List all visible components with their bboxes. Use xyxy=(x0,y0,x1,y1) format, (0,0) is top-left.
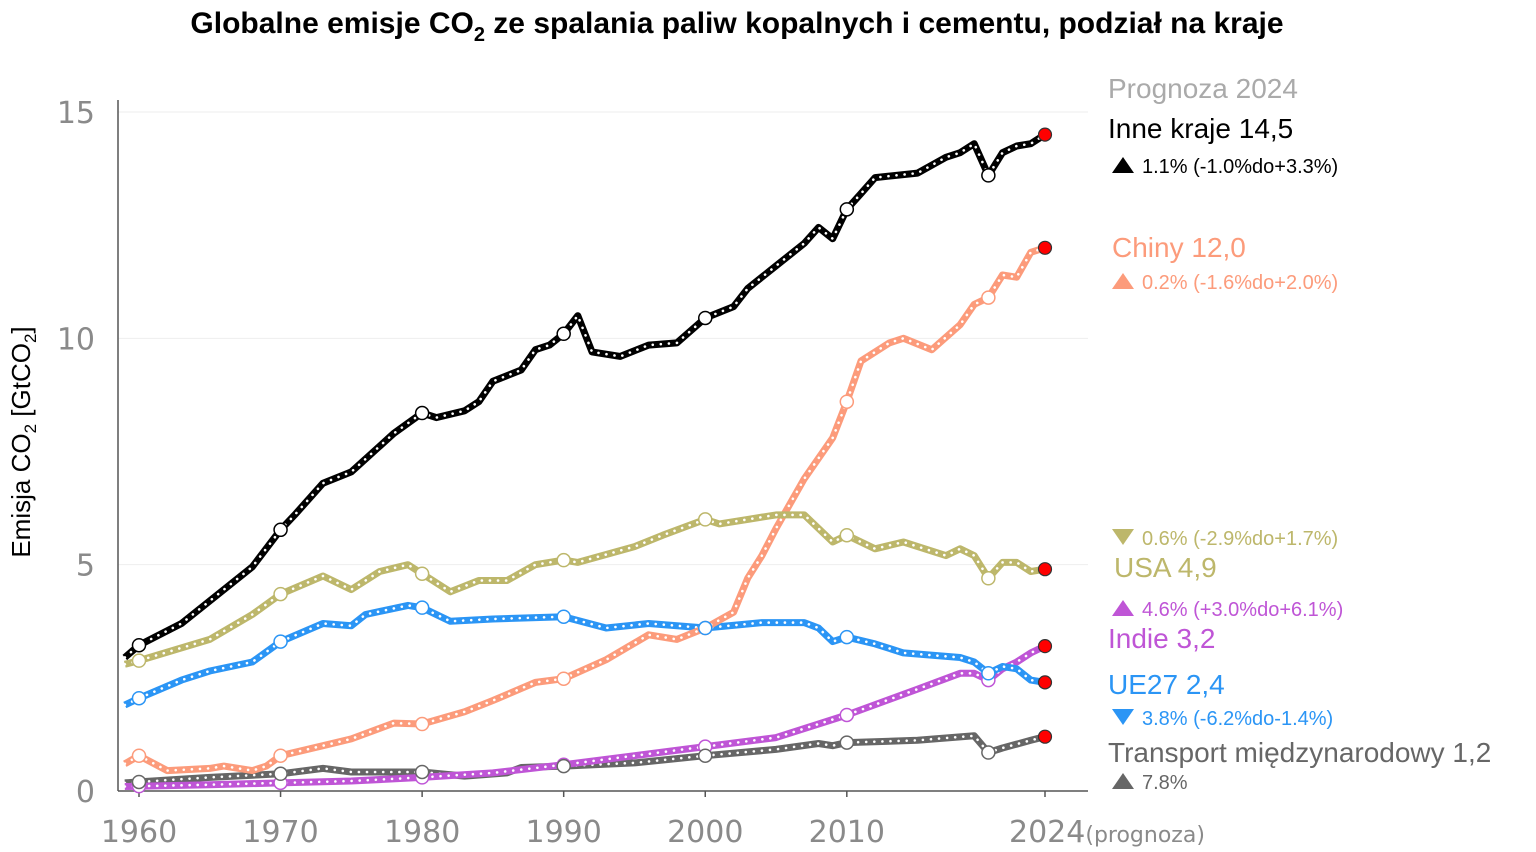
triangle-up-icon xyxy=(1112,273,1134,289)
data-point-marker xyxy=(981,168,996,183)
data-point-marker xyxy=(556,552,571,568)
x-tick-labels: 1960 1970 1980 1990 2000 2010 2024(prognoza) xyxy=(101,791,1205,850)
triangle-up-icon xyxy=(1112,773,1134,789)
series-dots-Indie xyxy=(123,644,1047,788)
x-tick-label: 1960 xyxy=(101,815,177,850)
data-point-marker xyxy=(839,394,855,409)
legend-label: USA 4,9 xyxy=(1114,552,1217,583)
data-point-marker xyxy=(981,570,996,586)
data-point-marker xyxy=(414,405,430,421)
data-point-marker xyxy=(414,764,430,780)
data-point-marker xyxy=(131,637,147,653)
triangle-down-icon xyxy=(1112,529,1134,545)
y-tick-labels: 0 5 10 15 xyxy=(57,96,95,810)
series-line-Chiny xyxy=(123,244,1047,775)
triangle-down-icon xyxy=(1112,709,1134,725)
data-point-marker xyxy=(273,766,288,782)
projection-marker xyxy=(1037,675,1053,690)
chart-title: Globalne emisje CO2 ze spalania paliw ko… xyxy=(190,7,1283,46)
legend-change: 7.8% xyxy=(1142,772,1188,794)
data-point-marker xyxy=(981,666,996,681)
data-point-marker xyxy=(839,629,855,645)
data-point-marker xyxy=(273,748,288,763)
data-point-marker xyxy=(698,620,713,636)
series-line-Transport międzynarodowy xyxy=(124,732,1046,787)
y-tick-label: 15 xyxy=(57,96,95,131)
data-point-marker xyxy=(414,566,430,581)
data-point-marker xyxy=(273,586,288,602)
triangle-up-icon xyxy=(1112,600,1134,616)
data-point-marker xyxy=(273,522,288,538)
data-point-marker xyxy=(698,748,713,763)
triangle-up-icon xyxy=(1112,157,1134,173)
data-point-marker xyxy=(839,707,855,723)
data-point-marker xyxy=(131,748,147,763)
y-tick-label: 10 xyxy=(57,322,95,357)
legend-change: 0.2% (-1.6%do+2.0%) xyxy=(1142,272,1338,294)
data-point-marker xyxy=(698,512,713,527)
data-point-marker xyxy=(131,690,147,706)
x-tick-label: 1990 xyxy=(526,815,602,850)
legend-change: 0.6% (-2.9%do+1.7%) xyxy=(1142,528,1338,550)
legend-label: Indie 3,2 xyxy=(1108,623,1215,654)
data-point-marker xyxy=(556,758,571,774)
grid xyxy=(118,111,1088,566)
data-point-marker xyxy=(131,774,147,790)
legend-header: Prognoza 2024 xyxy=(1108,73,1298,104)
x-tick-label: 2010 xyxy=(809,815,885,850)
data-point-marker xyxy=(273,634,288,649)
series-line-Inne kraje xyxy=(122,131,1047,661)
series-line-USA xyxy=(123,511,1046,668)
projection-marker xyxy=(1037,562,1053,577)
legend-change: 3.8% (-6.2%do-1.4%) xyxy=(1142,708,1333,730)
legend-change: 4.6% (+3.0%do+6.1%) xyxy=(1142,599,1343,621)
y-tick-label: 5 xyxy=(76,549,95,584)
data-point-marker xyxy=(698,310,713,326)
data-point-marker xyxy=(839,527,855,543)
y-axis-label: Emisja CO2 [GtCO2] xyxy=(6,326,40,557)
data-point-marker xyxy=(981,290,996,305)
data-point-marker xyxy=(131,653,147,668)
legend-label: UE27 2,4 xyxy=(1108,669,1225,700)
data-point-marker xyxy=(414,600,430,615)
projection-marker xyxy=(1037,240,1053,255)
series-dots-USA xyxy=(123,513,1047,666)
legend-label: Inne kraje 14,5 xyxy=(1108,113,1293,144)
series-lines xyxy=(122,131,1047,790)
data-point-marker xyxy=(981,745,996,760)
data-point-marker xyxy=(414,716,430,732)
x-tick-label: 1970 xyxy=(242,815,318,850)
data-point-marker xyxy=(556,671,571,686)
projection-marker xyxy=(1037,729,1053,744)
legend-change: 1.1% (-1.0%do+3.3%) xyxy=(1142,156,1338,178)
x-tick-label: 2024(prognoza) xyxy=(1009,815,1205,850)
y-tick-label: 0 xyxy=(76,775,95,810)
projection-marker xyxy=(1037,127,1053,142)
x-tick-label: 1980 xyxy=(384,815,460,850)
x-tick-label: 2000 xyxy=(667,815,743,850)
legend-label: Chiny 12,0 xyxy=(1112,232,1246,263)
data-point-marker xyxy=(839,735,855,750)
legend: Prognoza 2024 Inne kraje 14,5 1.1% (-1.0%… xyxy=(1108,73,1491,794)
series-markers xyxy=(131,127,1053,794)
data-point-marker xyxy=(839,202,855,217)
data-point-marker xyxy=(556,609,571,624)
series-dots-Inne kraje xyxy=(123,133,1047,659)
projection-marker xyxy=(1037,639,1053,654)
legend-label: Transport międzynarodowy 1,2 xyxy=(1108,737,1491,768)
data-point-marker xyxy=(556,326,571,342)
